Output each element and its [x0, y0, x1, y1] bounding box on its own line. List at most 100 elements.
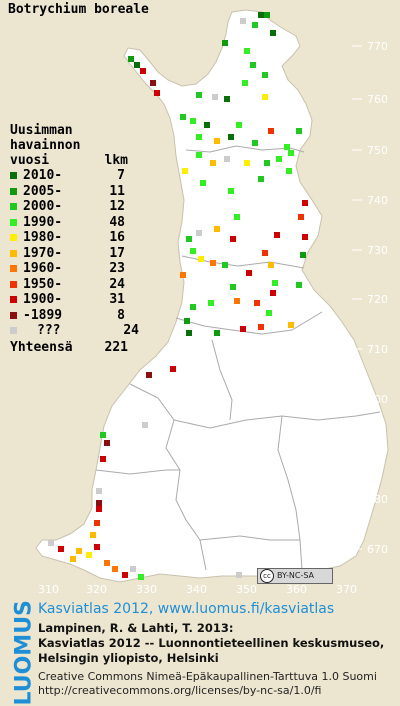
- citation-line: Helsingin yliopisto, Helsinki: [38, 651, 219, 665]
- y-label: 720: [367, 293, 388, 306]
- observation-square: [298, 214, 304, 220]
- legend-swatch: [10, 187, 17, 195]
- observation-square: [230, 284, 236, 290]
- legend-count: 23: [109, 261, 125, 277]
- observation-square: [150, 80, 156, 86]
- legend-count: 17: [109, 245, 125, 261]
- legend-count: 48: [109, 214, 125, 230]
- observation-square: [94, 520, 100, 526]
- y-label: 730: [367, 244, 388, 257]
- cc-license-badge[interactable]: cc BY-NC-SA: [257, 568, 333, 584]
- legend-swatch: [10, 311, 17, 319]
- observation-square: [70, 556, 76, 562]
- atlas-link[interactable]: Kasviatlas 2012, www.luomus.fi/kasviatla…: [38, 601, 335, 617]
- y-label: 710: [367, 343, 388, 356]
- legend-row: -1899 8: [10, 308, 139, 324]
- legend-swatch: [10, 327, 17, 335]
- observation-square: [94, 544, 100, 550]
- observation-square: [58, 546, 64, 552]
- observation-square: [96, 500, 102, 506]
- observation-square: [268, 128, 274, 134]
- observation-square: [274, 232, 280, 238]
- legend-count: 24: [109, 276, 125, 292]
- observation-square: [204, 122, 210, 128]
- x-label: 310: [38, 583, 59, 596]
- legend-count: 16: [109, 230, 125, 246]
- legend-rows: 2010- 7 2005- 11 2000- 12 1990- 48 1980- 16 1970- 1…: [10, 168, 139, 339]
- x-label: 370: [336, 583, 357, 596]
- observation-square: [128, 56, 134, 62]
- observation-square: [288, 150, 294, 156]
- y-label: 740: [367, 194, 388, 207]
- observation-square: [288, 322, 294, 328]
- observation-square: [210, 260, 216, 266]
- legend-period: 1980-: [23, 230, 63, 246]
- observation-square: [262, 72, 268, 78]
- observation-square: [254, 300, 260, 306]
- legend-row: 1950- 24: [10, 277, 139, 293]
- legend-row: 1990- 48: [10, 215, 139, 231]
- observation-square: [234, 298, 240, 304]
- observation-square: [104, 560, 110, 566]
- cc-badge-text: BY-NC-SA: [277, 571, 315, 580]
- observation-square: [104, 440, 110, 446]
- legend-row: 1970- 17: [10, 246, 139, 262]
- legend-period: -1899: [23, 307, 63, 323]
- observation-square: [230, 236, 236, 242]
- observation-square: [240, 326, 246, 332]
- observation-square: [180, 272, 186, 278]
- x-label: 330: [136, 583, 157, 596]
- legend-swatch: [10, 280, 17, 288]
- legend-period: 1990-: [23, 214, 63, 230]
- observation-square: [100, 432, 106, 438]
- observation-square: [212, 94, 218, 100]
- observation-squares: [48, 12, 308, 580]
- observation-square: [258, 12, 264, 18]
- finland-land: [35, 9, 389, 583]
- observation-square: [270, 30, 276, 36]
- observation-square: [200, 180, 206, 186]
- y-label: 690: [367, 444, 388, 457]
- x-label: 360: [286, 583, 307, 596]
- legend-swatch: [10, 249, 17, 257]
- observation-square: [214, 330, 220, 336]
- y-label: 770: [367, 40, 388, 53]
- legend-count: 24: [123, 323, 139, 339]
- observation-square: [224, 156, 230, 162]
- observation-square: [96, 488, 102, 494]
- legend-swatch: [10, 265, 17, 273]
- observation-square: [262, 250, 268, 256]
- y-label: 750: [367, 144, 388, 157]
- legend-col-count: lkm: [104, 153, 128, 168]
- legend-period: 1960-: [23, 261, 63, 277]
- legend-row: 1960- 23: [10, 261, 139, 277]
- x-label: 320: [86, 583, 107, 596]
- observation-square: [266, 310, 272, 316]
- legend-total-label: Yhteensä: [10, 339, 73, 355]
- legend-swatch: [10, 296, 17, 304]
- citation-line: Lampinen, R. & Lahti, T. 2013:: [38, 621, 234, 635]
- legend-total-count: 221: [104, 339, 128, 355]
- observation-square: [286, 168, 292, 174]
- observation-square: [296, 282, 302, 288]
- observation-square: [210, 160, 216, 166]
- observation-square: [228, 188, 234, 194]
- legend-count: 12: [109, 199, 125, 215]
- observation-square: [228, 134, 234, 140]
- observation-square: [48, 540, 54, 546]
- observation-square: [252, 140, 258, 146]
- observation-square: [190, 118, 196, 124]
- observation-square: [300, 252, 306, 258]
- observation-square: [146, 372, 152, 378]
- legend-period: 1970-: [23, 245, 63, 261]
- observation-square: [186, 236, 192, 242]
- observation-square: [222, 40, 228, 46]
- observation-square: [214, 226, 220, 232]
- y-label: 760: [367, 93, 388, 106]
- observation-square: [264, 160, 270, 166]
- legend-period: 1900-: [23, 292, 63, 308]
- observation-square: [190, 248, 196, 254]
- x-label: 350: [236, 583, 257, 596]
- y-label: 680: [367, 493, 388, 506]
- license-link[interactable]: http://creativecommons.org/licenses/by-n…: [38, 684, 322, 697]
